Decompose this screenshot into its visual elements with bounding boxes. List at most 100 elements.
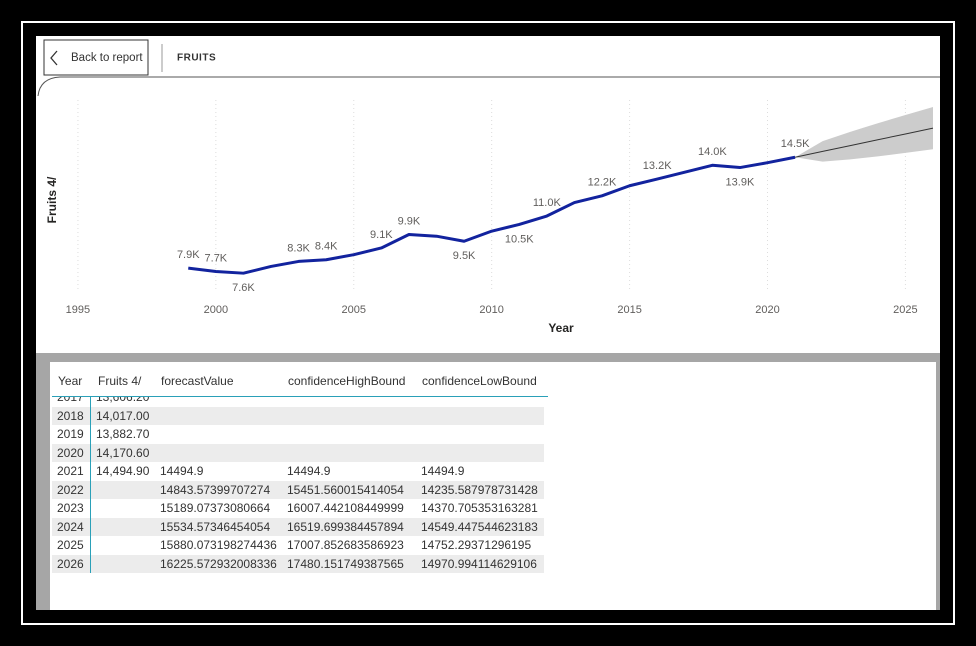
- table-cell: 15189.07373080664: [160, 501, 271, 515]
- data-label: 14.0K: [698, 146, 727, 158]
- data-label: 13.2K: [643, 160, 672, 172]
- back-button-label[interactable]: Back to report: [71, 52, 143, 64]
- series-line: [188, 155, 796, 275]
- column-header[interactable]: confidenceLowBound: [422, 374, 537, 388]
- table-cell: 14370.705353163281: [421, 501, 538, 515]
- column-header[interactable]: Year: [58, 374, 83, 388]
- table-cell: [416, 397, 544, 407]
- table-row: 2024 15534.57346454054 16519.699384457894 1…: [52, 517, 544, 536]
- table-cell: 15534.57346454054: [155, 517, 282, 536]
- table-cell: 13,882.70: [96, 427, 150, 441]
- table-cell: [91, 499, 156, 518]
- column-header[interactable]: Fruits 4/: [98, 374, 142, 388]
- data-label: 11.0K: [533, 197, 562, 209]
- table: Year Fruits 4/forecastValue confidenceHigh…: [52, 366, 552, 606]
- column-header[interactable]: forecastValue: [161, 374, 234, 388]
- table-row: 2023 15189.07373080664 16007.442108449999 1…: [52, 499, 544, 518]
- data-label: 12.2K: [588, 177, 617, 189]
- table-cell: 2026: [52, 554, 91, 573]
- data-label: 9.9K: [398, 215, 421, 227]
- table-cell: [90, 480, 155, 499]
- table-header: Year Fruits 4/forecastValue confidenceHigh…: [52, 366, 548, 397]
- table-cell: [416, 406, 544, 425]
- table-row: 2026 16225.572932008336 17480.151749387565…: [52, 554, 544, 573]
- x-tick-label: 1995: [66, 304, 90, 316]
- data-label: 7.7K: [205, 252, 228, 264]
- data-label: 10.5K: [505, 233, 534, 245]
- table-cell: 2023: [52, 499, 91, 518]
- frame: [21, 21, 955, 625]
- table-row: 2020 14,170.60: [52, 443, 544, 462]
- table-cell: [91, 536, 156, 555]
- table-cell: 14494.9: [287, 464, 331, 478]
- x-tick-label: 2015: [617, 304, 641, 316]
- table-cell: 14494.9: [421, 464, 465, 478]
- page-title: FRUITS: [177, 53, 216, 64]
- table-cell: 14752.29371296195: [421, 538, 532, 552]
- data-label: 8.3K: [287, 242, 310, 254]
- table-cell: 15880.073198274436: [160, 538, 277, 552]
- table-row: 2018 14,017.00: [52, 406, 544, 425]
- table-body[interactable]: 2017 13,606.20 2018 14,017.00 2019 13,882.70 2…: [52, 397, 548, 606]
- x-axis-title: Year: [548, 321, 574, 335]
- table-cell: 13,606.20: [96, 397, 150, 404]
- table-cell: [155, 443, 282, 462]
- table-row: 2017 13,606.20: [52, 397, 544, 407]
- card-border: [37, 76, 940, 97]
- series-line: [794, 127, 934, 158]
- table-cell: [90, 554, 155, 573]
- data-label: 7.6K: [232, 282, 255, 294]
- table-cell: 2020: [52, 443, 91, 462]
- table-cell: [155, 397, 282, 407]
- table-row: 2021 14,494.90 14494.9 14494.9 14494.9: [52, 462, 544, 481]
- data-label: 8.4K: [315, 241, 338, 253]
- y-axis-title: Fruits 4/: [45, 176, 59, 223]
- column-header[interactable]: confidenceHighBound: [288, 374, 406, 388]
- data-label: 7.9K: [177, 249, 200, 261]
- table-cell: 14549.447544623183: [416, 517, 544, 536]
- table-cell: 14,170.60: [90, 443, 155, 462]
- table-cell: 14970.994114629106: [416, 554, 544, 573]
- table-row: 2025 15880.073198274436 17007.852683586923…: [52, 536, 544, 555]
- table-cell: [282, 406, 416, 425]
- table-cell: [282, 425, 416, 444]
- table-cell: [282, 397, 416, 407]
- table-cell: [155, 425, 282, 444]
- x-tick-label: 2005: [342, 304, 366, 316]
- x-tick-label: 2000: [204, 304, 228, 316]
- table-cell: 17480.151749387565: [282, 554, 416, 573]
- table-cell: 14,017.00: [90, 406, 155, 425]
- table-cell: 16519.699384457894: [282, 517, 416, 536]
- table-cell: 2024: [52, 517, 91, 536]
- x-tick-label: 2020: [755, 304, 779, 316]
- table-cell: [282, 443, 416, 462]
- table-cell: 14843.57399707274: [155, 480, 282, 499]
- data-label: 13.9K: [726, 176, 755, 188]
- table-cell: [155, 406, 282, 425]
- table-cell: 16007.442108449999: [287, 501, 404, 515]
- table-cell: 16225.572932008336: [155, 554, 282, 573]
- table-cell: 17007.852683586923: [287, 538, 404, 552]
- table-cell: 2025: [52, 536, 91, 555]
- table-cell: 2019: [52, 425, 91, 444]
- back-icon: [50, 50, 58, 66]
- back-button[interactable]: [43, 39, 149, 76]
- x-tick-label: 2010: [479, 304, 503, 316]
- data-label: 9.1K: [370, 229, 393, 241]
- confidence-band: [795, 107, 933, 162]
- table-cell: 2018: [52, 406, 91, 425]
- data-label: 14.5K: [781, 138, 810, 150]
- x-tick-label: 2025: [893, 304, 917, 316]
- table-row: 2019 13,882.70: [52, 425, 544, 444]
- table-row: 2022 14843.57399707274 15451.560015414054 1…: [52, 480, 544, 499]
- table-cell: [90, 517, 155, 536]
- table-cell: [416, 425, 544, 444]
- table-cell: 2022: [52, 480, 91, 499]
- table-cell: 2021: [52, 462, 91, 481]
- table-cell: 14494.9: [160, 464, 204, 478]
- data-label: 9.5K: [453, 250, 476, 262]
- table-cell: 14235.587978731428: [416, 480, 544, 499]
- table-cell: 14,494.90: [96, 464, 150, 478]
